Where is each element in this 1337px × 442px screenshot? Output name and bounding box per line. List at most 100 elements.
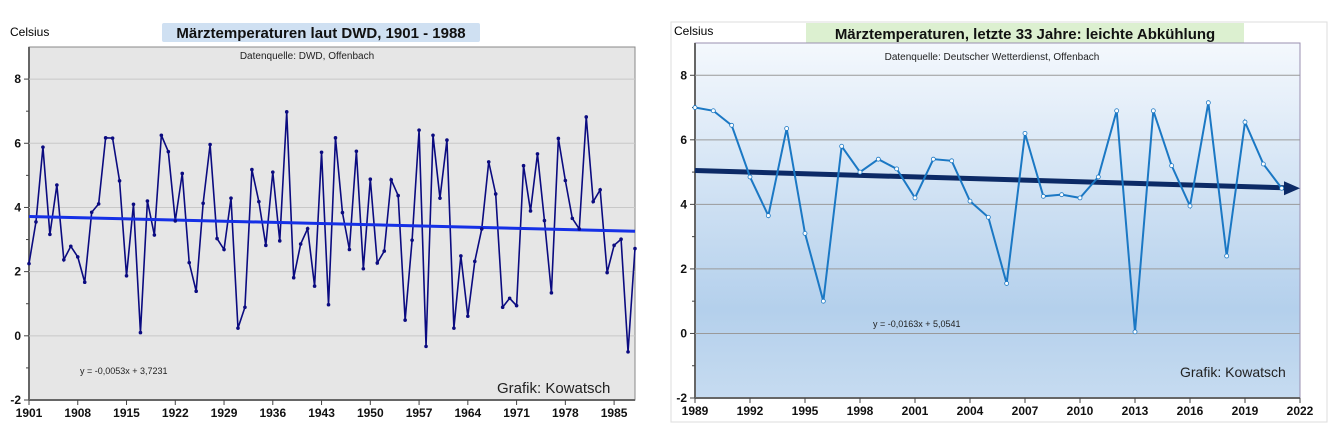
data-point [985,214,991,220]
y-tick-label: 4 [14,200,21,214]
data-point [1279,185,1285,191]
data-point [152,233,157,237]
data-point [166,149,171,154]
data-point [1150,108,1156,114]
x-tick-label: 2007 [1012,404,1039,418]
data-point [912,195,918,201]
data-point [612,243,616,248]
data-point [410,238,414,242]
chart-right: Märztemperaturen, letzte 33 Jahre: leich… [670,21,1328,423]
data-point [1242,119,1248,125]
data-point [333,136,338,140]
data-point [438,196,442,200]
x-tick-label: 1998 [847,404,874,418]
data-point [277,239,282,243]
data-point [62,257,66,262]
data-point [396,193,400,198]
x-tick-label: 1943 [308,406,335,420]
data-point [1059,192,1065,198]
data-point [949,158,955,164]
x-tick-label: 2016 [1177,404,1204,418]
data-point [605,270,609,275]
y-tick-label: 0 [14,329,21,343]
data-point [875,156,881,162]
data-point [930,156,936,162]
y-axis-label: Celsius [10,25,49,39]
data-point [222,247,226,252]
data-point [34,220,38,224]
data-point [626,350,630,354]
data-point [354,149,359,154]
data-point [250,167,254,172]
x-tick-label: 2010 [1067,404,1094,418]
data-point [857,169,863,175]
data-point [820,298,826,304]
chart-frame [670,21,1328,423]
x-tick-label: 2013 [1122,404,1149,418]
data-point [96,202,101,206]
data-line [28,111,636,352]
data-point [27,261,31,266]
data-point [1132,329,1138,335]
data-point [375,261,380,265]
x-tick-label: 1978 [552,406,579,420]
data-point [1040,193,1046,199]
data-point [528,209,533,213]
title-background [162,23,480,42]
credit: Grafik: Kowatsch [1180,364,1286,380]
x-tick-label: 1915 [113,406,140,420]
data-point [445,138,449,142]
data-point [187,260,192,265]
y-tick-label: 8 [14,72,21,86]
data-point [894,166,900,172]
trend-equation: y = -0,0053x + 3,7231 [80,366,168,376]
data-point [765,213,771,219]
x-tick-label: 1908 [64,406,91,420]
data-point [417,128,421,132]
data-point [319,150,324,155]
data-point [82,280,87,285]
data-point [514,303,519,308]
plot-area [694,42,1301,399]
data-point [68,244,73,249]
data-point [236,326,240,330]
x-tick-label: 1950 [357,406,384,420]
data-point [361,266,366,271]
data-point [264,243,268,248]
data-point [967,198,973,204]
data-point [389,178,394,182]
data-point [784,126,790,131]
data-point [619,237,623,242]
data-point [521,163,526,168]
data-point [577,227,582,231]
x-tick-label: 1936 [259,406,286,420]
chart-title: Märztemperaturen laut DWD, 1901 - 1988 [176,25,465,42]
data-point [500,305,505,310]
y-tick-label: -2 [10,393,21,407]
data-point [1077,195,1083,201]
data-point [131,202,136,207]
x-tick-label: 1922 [162,406,189,420]
data-point [48,232,52,237]
data-point [747,174,753,180]
data-point [1205,100,1211,106]
data-point [549,291,554,295]
data-point [692,105,698,110]
data-point [173,219,178,223]
data-point [1260,161,1266,167]
data-point [1224,253,1230,259]
data-point [570,216,575,221]
data-point [215,236,219,241]
data-point [229,196,233,200]
data-point [486,160,491,164]
y-tick-label: 0 [680,326,687,340]
data-point [507,296,512,301]
trend-equation: y = -0,0163x + 5,0541 [873,319,961,329]
data-point [710,108,716,114]
x-tick-label: 2004 [957,404,984,418]
data-point [633,246,637,251]
title-background [806,23,1244,43]
data-point [403,318,407,322]
trend-line [28,214,636,233]
